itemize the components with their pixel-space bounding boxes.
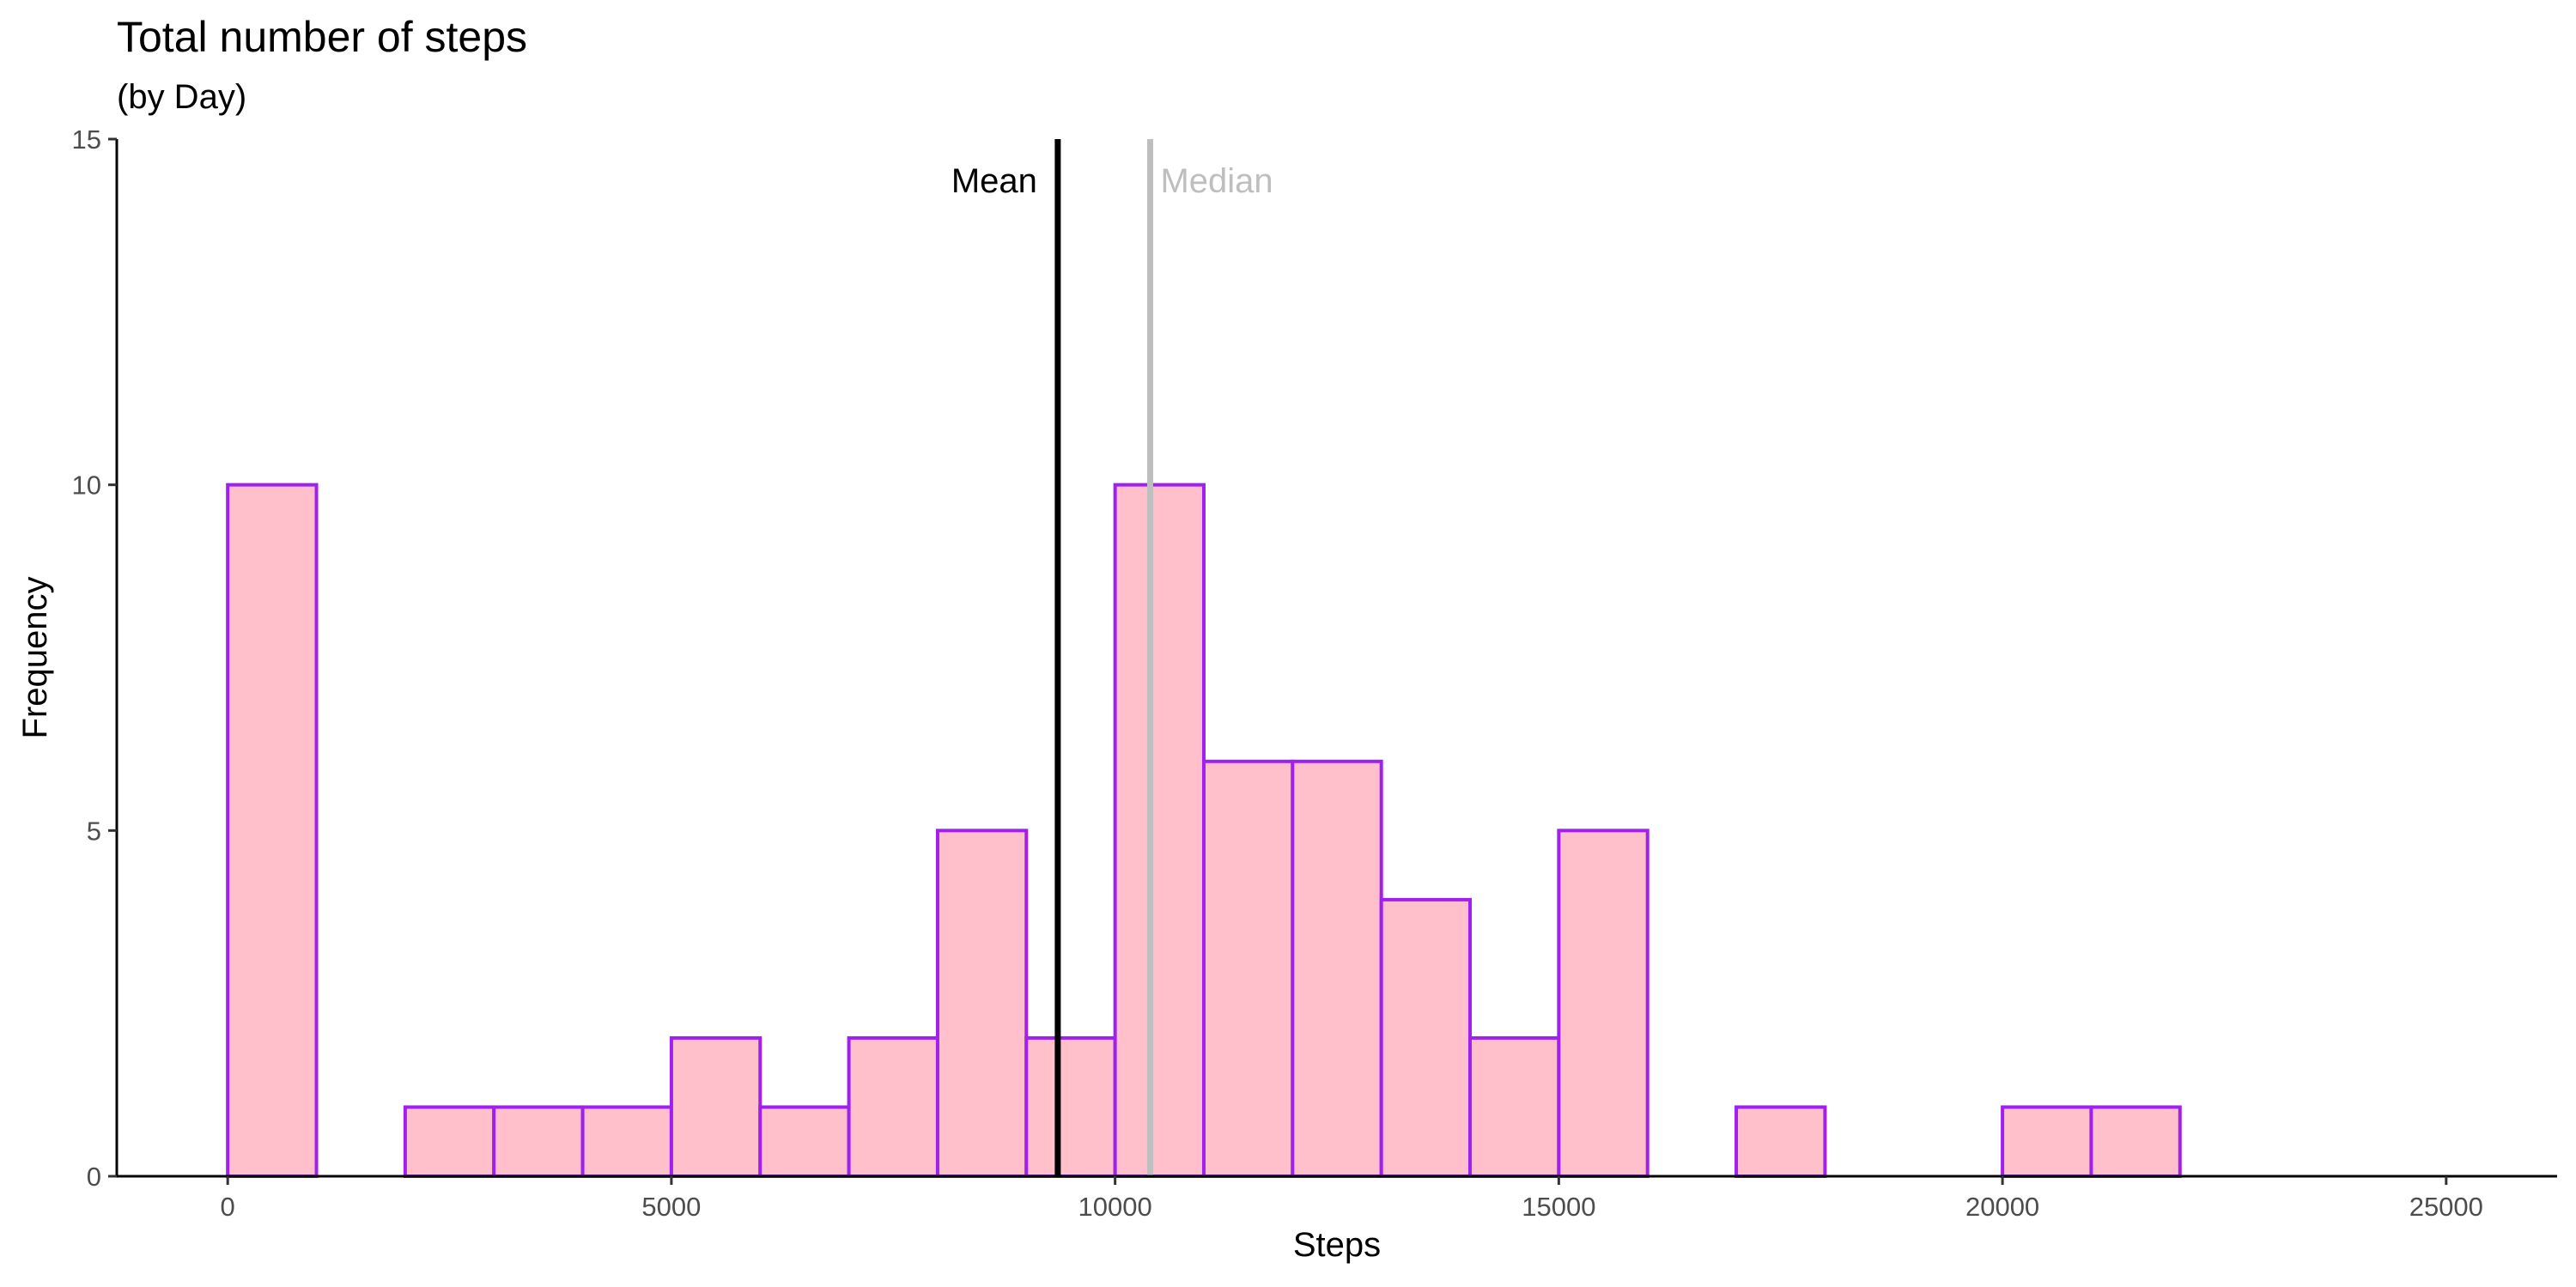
histogram-bar (580, 1105, 673, 1179)
axes-group: 0 5 10 15 0 5000 10000 15000 20000 25000 (72, 124, 2557, 1222)
histogram-bar (1291, 759, 1383, 1178)
x-tick-label: 5000 (641, 1192, 701, 1222)
histogram-bar (935, 829, 1029, 1178)
histogram-bar (1735, 1105, 1827, 1179)
x-tick-label: 0 (221, 1192, 235, 1222)
y-tick-label: 15 (72, 124, 101, 155)
histogram-bar (403, 1105, 496, 1179)
histogram-bar (1113, 483, 1206, 1178)
histogram-bar (669, 1035, 762, 1179)
chart-title: Total number of steps (117, 13, 527, 61)
y-tick-label: 5 (87, 816, 101, 846)
histogram-bar (1024, 1035, 1117, 1179)
histogram-bar (2001, 1105, 2093, 1179)
x-tick-label: 15000 (1522, 1192, 1595, 1222)
histogram-bar (1557, 829, 1649, 1178)
y-axis-title: Frequency (16, 577, 54, 739)
histogram-bar (1379, 897, 1473, 1179)
x-tick-label: 20000 (1965, 1192, 2039, 1222)
y-tick-label: 0 (87, 1162, 101, 1192)
histogram-bar (492, 1105, 585, 1179)
y-tick-label: 10 (72, 470, 101, 501)
median-label: Median (1160, 162, 1273, 200)
histogram-bar (847, 1035, 939, 1179)
x-axis-title: Steps (1293, 1226, 1381, 1264)
histogram-bar (2089, 1105, 2182, 1179)
histogram-bar (1201, 759, 1295, 1178)
x-tick-label: 25000 (2409, 1192, 2483, 1222)
reference-lines-group: Mean Median (951, 139, 1273, 1176)
histogram-bar (758, 1105, 851, 1179)
histogram-bar (226, 483, 319, 1178)
bars-group (226, 483, 2182, 1179)
chart-subtitle: (by Day) (117, 78, 246, 116)
x-tick-label: 10000 (1078, 1192, 1152, 1222)
mean-label: Mean (951, 162, 1037, 200)
histogram-bar (1468, 1035, 1561, 1179)
